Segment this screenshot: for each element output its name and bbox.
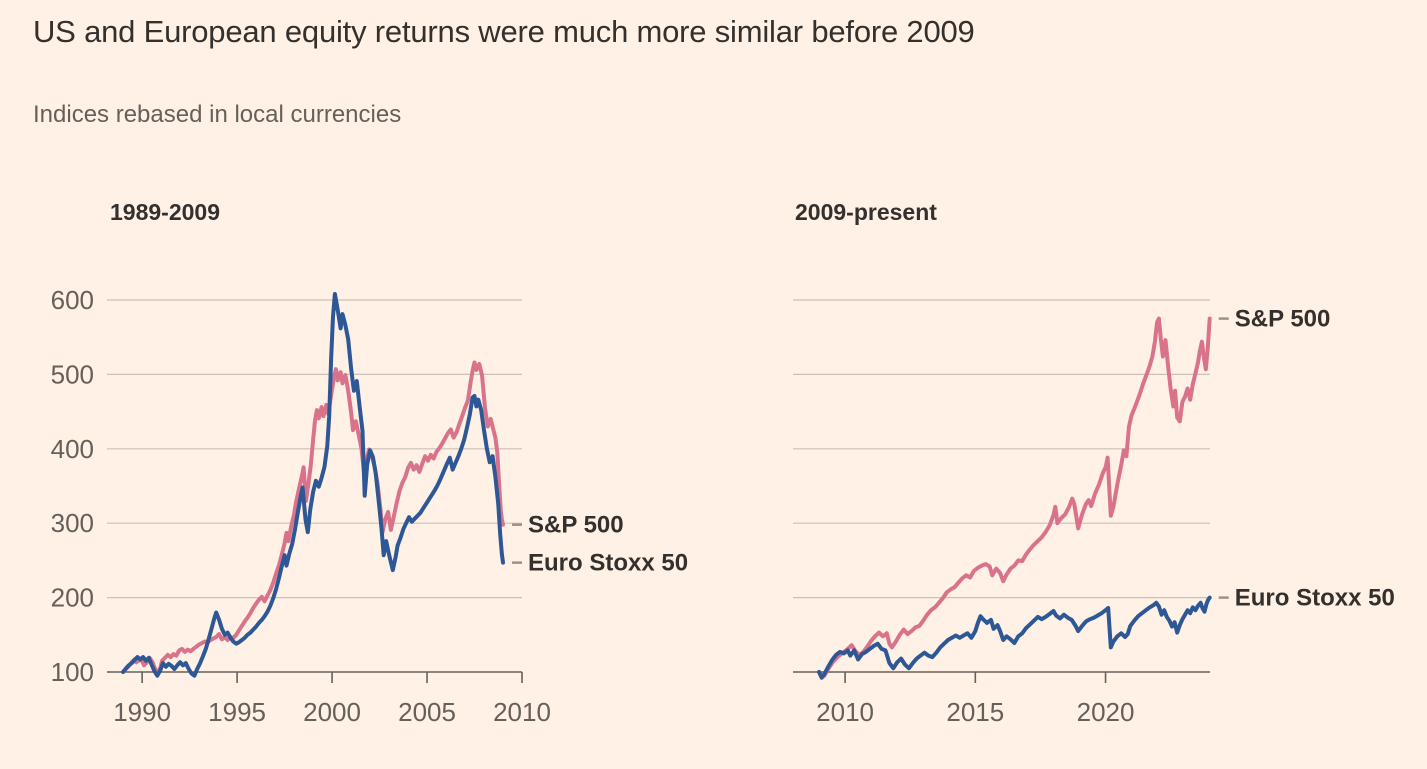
chart-title: US and European equity returns were much… [33,14,975,49]
x-tick-label: 1990 [113,697,171,727]
series-label-s-p-500: S&P 500 [528,512,624,539]
series-line-euro-stoxx-50 [121,292,505,678]
series-line-euro-stoxx-50 [817,595,1212,680]
series-label-s-p-500: S&P 500 [1235,306,1331,333]
panel-title-1989-2009: 1989-2009 [110,199,220,225]
series-label-euro-stoxx-50: Euro Stoxx 50 [1235,585,1395,612]
y-tick-label: 200 [51,583,94,613]
x-tick-label: 2015 [946,697,1004,727]
x-tick-label: 2000 [303,697,361,727]
series-label-euro-stoxx-50: Euro Stoxx 50 [528,550,688,577]
panel-title-2009-present: 2009-present [795,199,937,225]
y-tick-label: 300 [51,508,94,538]
x-tick-label: 2005 [398,697,456,727]
x-tick-label: 1995 [208,697,266,727]
x-tick-label: 2010 [816,697,874,727]
x-tick-label: 2020 [1077,697,1135,727]
chart-subtitle: Indices rebased in local currencies [33,101,402,128]
y-tick-label: 500 [51,359,94,389]
x-tick-label: 2010 [493,697,551,727]
y-tick-label: 100 [51,657,94,687]
y-tick-label: 400 [51,434,94,464]
series-line-s-p-500 [121,360,505,675]
series-line-s-p-500 [817,316,1212,680]
y-tick-label: 600 [51,285,94,315]
